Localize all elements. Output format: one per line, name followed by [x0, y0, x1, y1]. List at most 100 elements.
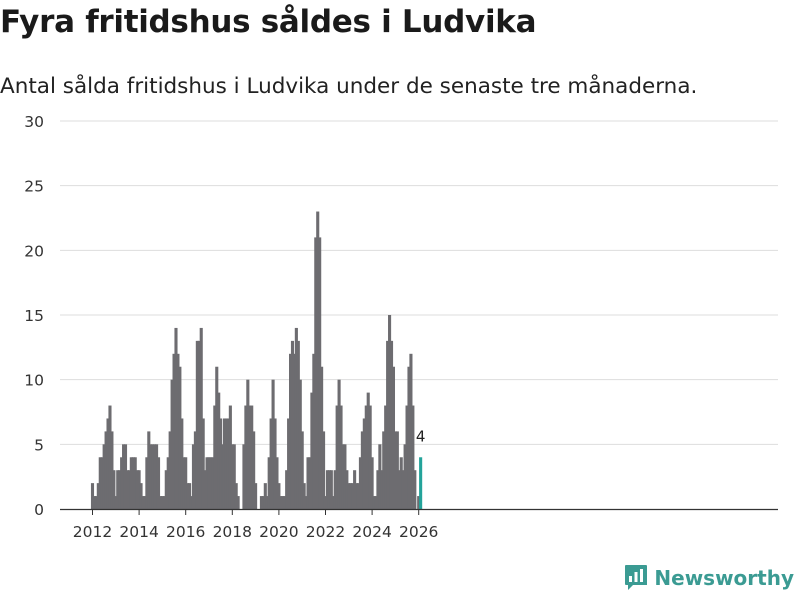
bar [92, 496, 96, 509]
bar [259, 496, 263, 509]
bar [104, 431, 108, 509]
bar [403, 444, 407, 509]
bar [123, 444, 128, 509]
bar [370, 457, 374, 509]
bar [347, 483, 351, 509]
y-tick-label: 10 [24, 372, 44, 390]
bar [372, 496, 376, 509]
gridlines [60, 120, 778, 445]
bar [393, 431, 397, 509]
bar [250, 405, 254, 509]
bar [356, 483, 361, 509]
bar [151, 444, 155, 509]
bar [137, 470, 141, 509]
bar [228, 405, 232, 509]
bar [368, 405, 372, 509]
bar [182, 457, 186, 509]
bar [409, 353, 413, 509]
bar [166, 457, 170, 509]
y-tick-label: 15 [24, 307, 44, 325]
bar [275, 457, 279, 509]
bar [96, 483, 100, 509]
bar [110, 431, 114, 509]
bar [143, 496, 147, 509]
bar [285, 470, 289, 509]
bar [388, 315, 392, 509]
bar [269, 418, 273, 509]
bar [304, 496, 308, 509]
bar [397, 470, 401, 509]
bar [116, 470, 120, 509]
bar [199, 327, 203, 509]
bar [289, 353, 293, 509]
bar [298, 379, 302, 509]
bar [290, 340, 295, 509]
x-tick-label: 2026 [399, 523, 438, 541]
x-tick-label: 2020 [259, 523, 298, 541]
bar [399, 457, 403, 509]
bar [242, 444, 246, 509]
bar [366, 392, 370, 509]
bar [221, 444, 225, 509]
bar [176, 353, 180, 509]
bar [325, 470, 329, 509]
bar [191, 444, 196, 509]
annotations: 4 [416, 427, 426, 445]
bar [211, 457, 215, 509]
bar [292, 353, 296, 509]
bar [384, 405, 388, 509]
x-tick-label: 2016 [166, 523, 205, 541]
bar [203, 470, 207, 509]
bar [271, 379, 275, 509]
bar [401, 470, 405, 509]
bar [197, 340, 201, 509]
bar [322, 431, 326, 509]
bar [217, 392, 221, 509]
bar [287, 418, 291, 509]
bar [318, 237, 322, 509]
bar [283, 496, 287, 509]
bar [389, 340, 394, 509]
bar [131, 457, 135, 509]
bar [207, 457, 211, 509]
newsworthy-logo-icon [625, 565, 648, 590]
bar [261, 496, 265, 509]
bar [343, 444, 347, 509]
bar [122, 444, 126, 509]
data-label: 4 [416, 427, 426, 445]
bar [201, 418, 205, 509]
bar [158, 496, 163, 509]
bar-highlight [419, 457, 423, 509]
bar [386, 340, 390, 509]
bar [254, 483, 258, 509]
bar [246, 379, 250, 509]
bar [188, 483, 192, 509]
y-tick-label: 0 [34, 501, 44, 519]
bar [234, 483, 238, 509]
bar [94, 496, 98, 509]
x-axis: 2012 2014 2016 2018 2020 2022 2024 2026 [60, 508, 778, 541]
bar [215, 366, 219, 509]
bar [323, 496, 328, 509]
bar [391, 366, 396, 509]
bar [174, 327, 178, 509]
bar [411, 405, 415, 509]
bar [184, 457, 188, 509]
bar [139, 483, 143, 509]
bar [106, 418, 110, 509]
bar [178, 366, 182, 509]
bar [337, 379, 341, 509]
bar [226, 418, 230, 509]
bar [294, 327, 298, 509]
chart-subtitle: Antal sålda fritidshus i Ludvika under d… [0, 74, 698, 99]
bar [244, 405, 248, 509]
bar [312, 353, 316, 509]
x-tick-label: 2014 [119, 523, 158, 541]
bar [98, 457, 102, 509]
bar [153, 444, 157, 509]
bar [118, 470, 122, 509]
bar [180, 418, 184, 509]
bar [351, 483, 355, 509]
bar [417, 496, 421, 509]
